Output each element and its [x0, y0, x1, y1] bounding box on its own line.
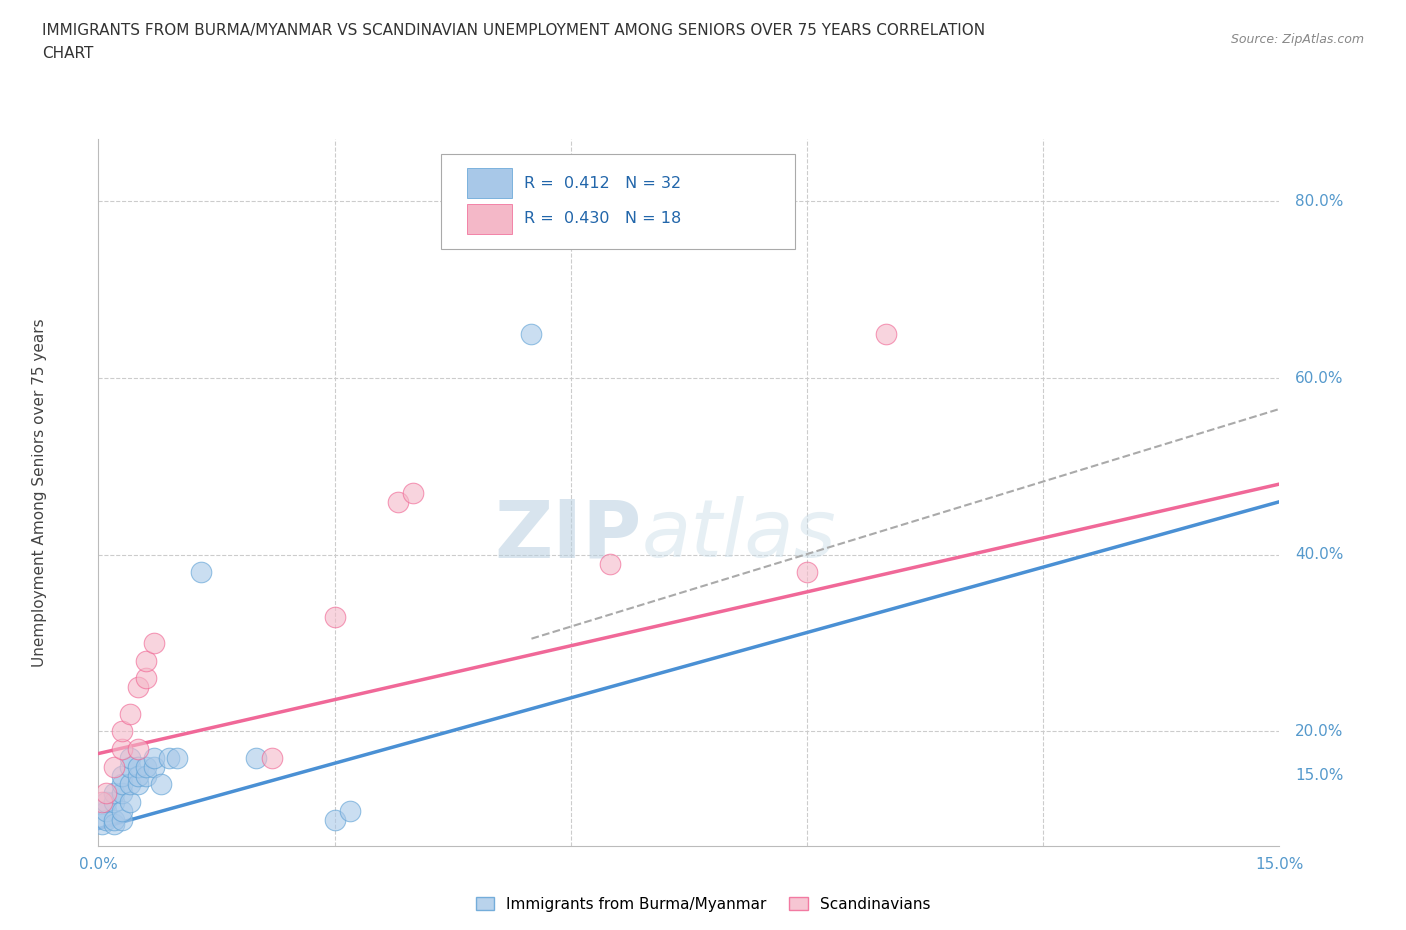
Point — [111, 786, 134, 801]
Point — [91, 794, 114, 809]
Text: 20.0%: 20.0% — [1295, 724, 1344, 739]
Point — [260, 751, 283, 765]
Point — [118, 707, 141, 722]
Text: R =  0.430   N = 18: R = 0.430 N = 18 — [523, 211, 681, 226]
Text: Source: ZipAtlas.com: Source: ZipAtlas.com — [1230, 33, 1364, 46]
Legend: Immigrants from Burma/Myanmar, Scandinavians: Immigrants from Burma/Myanmar, Scandinav… — [470, 890, 936, 918]
Point — [166, 751, 188, 765]
Point — [599, 556, 621, 571]
Text: IMMIGRANTS FROM BURMA/MYANMAR VS SCANDINAVIAN UNEMPLOYMENT AMONG SENIORS OVER 75: IMMIGRANTS FROM BURMA/MYANMAR VS SCANDIN… — [42, 23, 986, 38]
Point — [96, 786, 118, 801]
Point — [520, 326, 543, 341]
Point — [96, 804, 118, 818]
Point — [103, 813, 125, 828]
Text: 15.0%: 15.0% — [1256, 857, 1303, 872]
Text: 60.0%: 60.0% — [1295, 370, 1344, 386]
FancyBboxPatch shape — [467, 168, 512, 198]
Point — [111, 804, 134, 818]
FancyBboxPatch shape — [467, 204, 512, 233]
Point — [118, 777, 141, 792]
FancyBboxPatch shape — [441, 153, 796, 249]
Point — [245, 751, 267, 765]
Point — [339, 804, 361, 818]
Point — [142, 636, 165, 651]
Point — [323, 609, 346, 624]
Text: 40.0%: 40.0% — [1295, 547, 1344, 563]
Point — [118, 794, 141, 809]
Text: 80.0%: 80.0% — [1295, 193, 1344, 209]
Point — [111, 724, 134, 738]
Point — [103, 786, 125, 801]
Point — [111, 813, 134, 828]
Point — [118, 759, 141, 774]
Point — [135, 653, 157, 668]
Point — [135, 671, 157, 686]
Text: 15.0%: 15.0% — [1295, 768, 1344, 783]
Text: 0.0%: 0.0% — [79, 857, 118, 872]
Point — [127, 777, 149, 792]
Point — [127, 680, 149, 695]
Point — [402, 485, 425, 500]
Point — [135, 759, 157, 774]
Point — [96, 813, 118, 828]
Point — [118, 751, 141, 765]
Point — [91, 817, 114, 831]
Point — [142, 751, 165, 765]
Point — [387, 495, 409, 510]
Point — [142, 759, 165, 774]
Point — [103, 817, 125, 831]
Point — [103, 759, 125, 774]
Point — [190, 565, 212, 580]
Point — [135, 768, 157, 783]
Point — [127, 759, 149, 774]
Point — [111, 742, 134, 757]
Text: Unemployment Among Seniors over 75 years: Unemployment Among Seniors over 75 years — [32, 319, 46, 667]
Point — [323, 813, 346, 828]
Point — [103, 794, 125, 809]
Text: CHART: CHART — [42, 46, 94, 61]
Point — [127, 768, 149, 783]
Point — [96, 794, 118, 809]
Text: atlas: atlas — [641, 497, 837, 575]
Point — [157, 751, 180, 765]
Text: ZIP: ZIP — [495, 497, 641, 575]
Point — [127, 742, 149, 757]
Text: R =  0.412   N = 32: R = 0.412 N = 32 — [523, 176, 681, 191]
Point — [111, 777, 134, 792]
Point — [796, 565, 818, 580]
Point — [875, 326, 897, 341]
Point — [111, 768, 134, 783]
Point — [150, 777, 173, 792]
